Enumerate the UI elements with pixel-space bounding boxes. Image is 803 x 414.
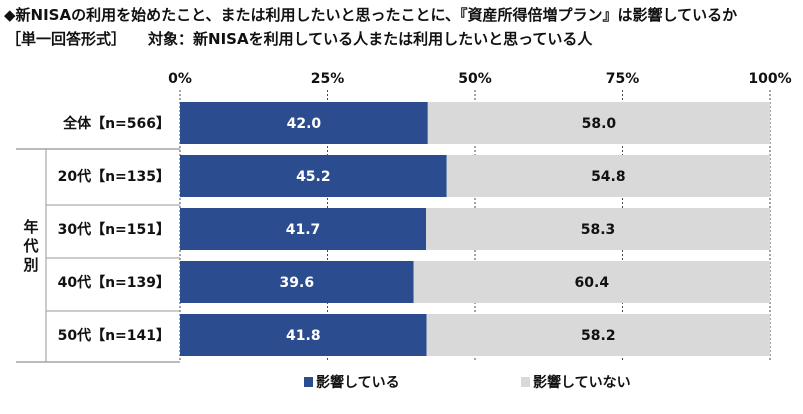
bar-segment (446, 155, 770, 197)
bar-segment (426, 314, 770, 356)
x-tick-label: 100% (748, 71, 791, 87)
legend-swatch (521, 377, 530, 387)
data-label: 58.3 (581, 222, 616, 238)
category-label: 全体【n=566】 (62, 115, 170, 132)
bar-segment (180, 261, 414, 303)
data-label: 45.2 (296, 169, 331, 185)
bar-segment (180, 314, 427, 356)
legend-label: 影響している (316, 374, 400, 391)
question-format: ［単一回答形式］ (6, 30, 127, 48)
data-label: 54.8 (591, 169, 626, 185)
bar-segment (180, 208, 427, 250)
bar-segment (427, 102, 770, 144)
legend-swatch (304, 377, 313, 387)
survey-target: 対象：新NISAを利用している人または利用したいと思っている人 (148, 30, 593, 48)
bar-segment (180, 155, 447, 197)
data-label: 39.6 (280, 275, 315, 291)
chart-title: ◆新NISAの利用を始めたこと、または利用したいと思ったことに、『資産所得倍増プ… (4, 6, 738, 24)
bar-segment (413, 261, 770, 303)
data-label: 60.4 (575, 275, 610, 291)
legend-label: 影響していない (533, 374, 631, 391)
data-label: 42.0 (287, 116, 322, 132)
group-label-char: 代 (22, 237, 38, 255)
data-label: 58.0 (582, 116, 617, 132)
x-tick-label: 75% (606, 71, 640, 87)
bar-segment (426, 208, 770, 250)
x-tick-label: 0% (168, 71, 192, 87)
group-label-char: 年 (23, 218, 38, 236)
bar-segment (180, 102, 428, 144)
category-label: 20代【n=135】 (58, 168, 170, 185)
chart-subtitle: ［単一回答形式］ 対象：新NISAを利用している人または利用したいと思っている人 (6, 28, 592, 49)
data-label: 41.8 (286, 328, 321, 344)
x-tick-label: 50% (458, 71, 492, 87)
category-label: 40代【n=139】 (58, 274, 170, 291)
x-tick-label: 25% (311, 71, 345, 87)
data-label: 58.2 (581, 328, 616, 344)
group-label-char: 別 (22, 256, 38, 274)
data-label: 41.7 (286, 222, 321, 238)
category-label: 50代【n=141】 (58, 327, 170, 344)
category-label: 30代【n=151】 (58, 221, 170, 238)
